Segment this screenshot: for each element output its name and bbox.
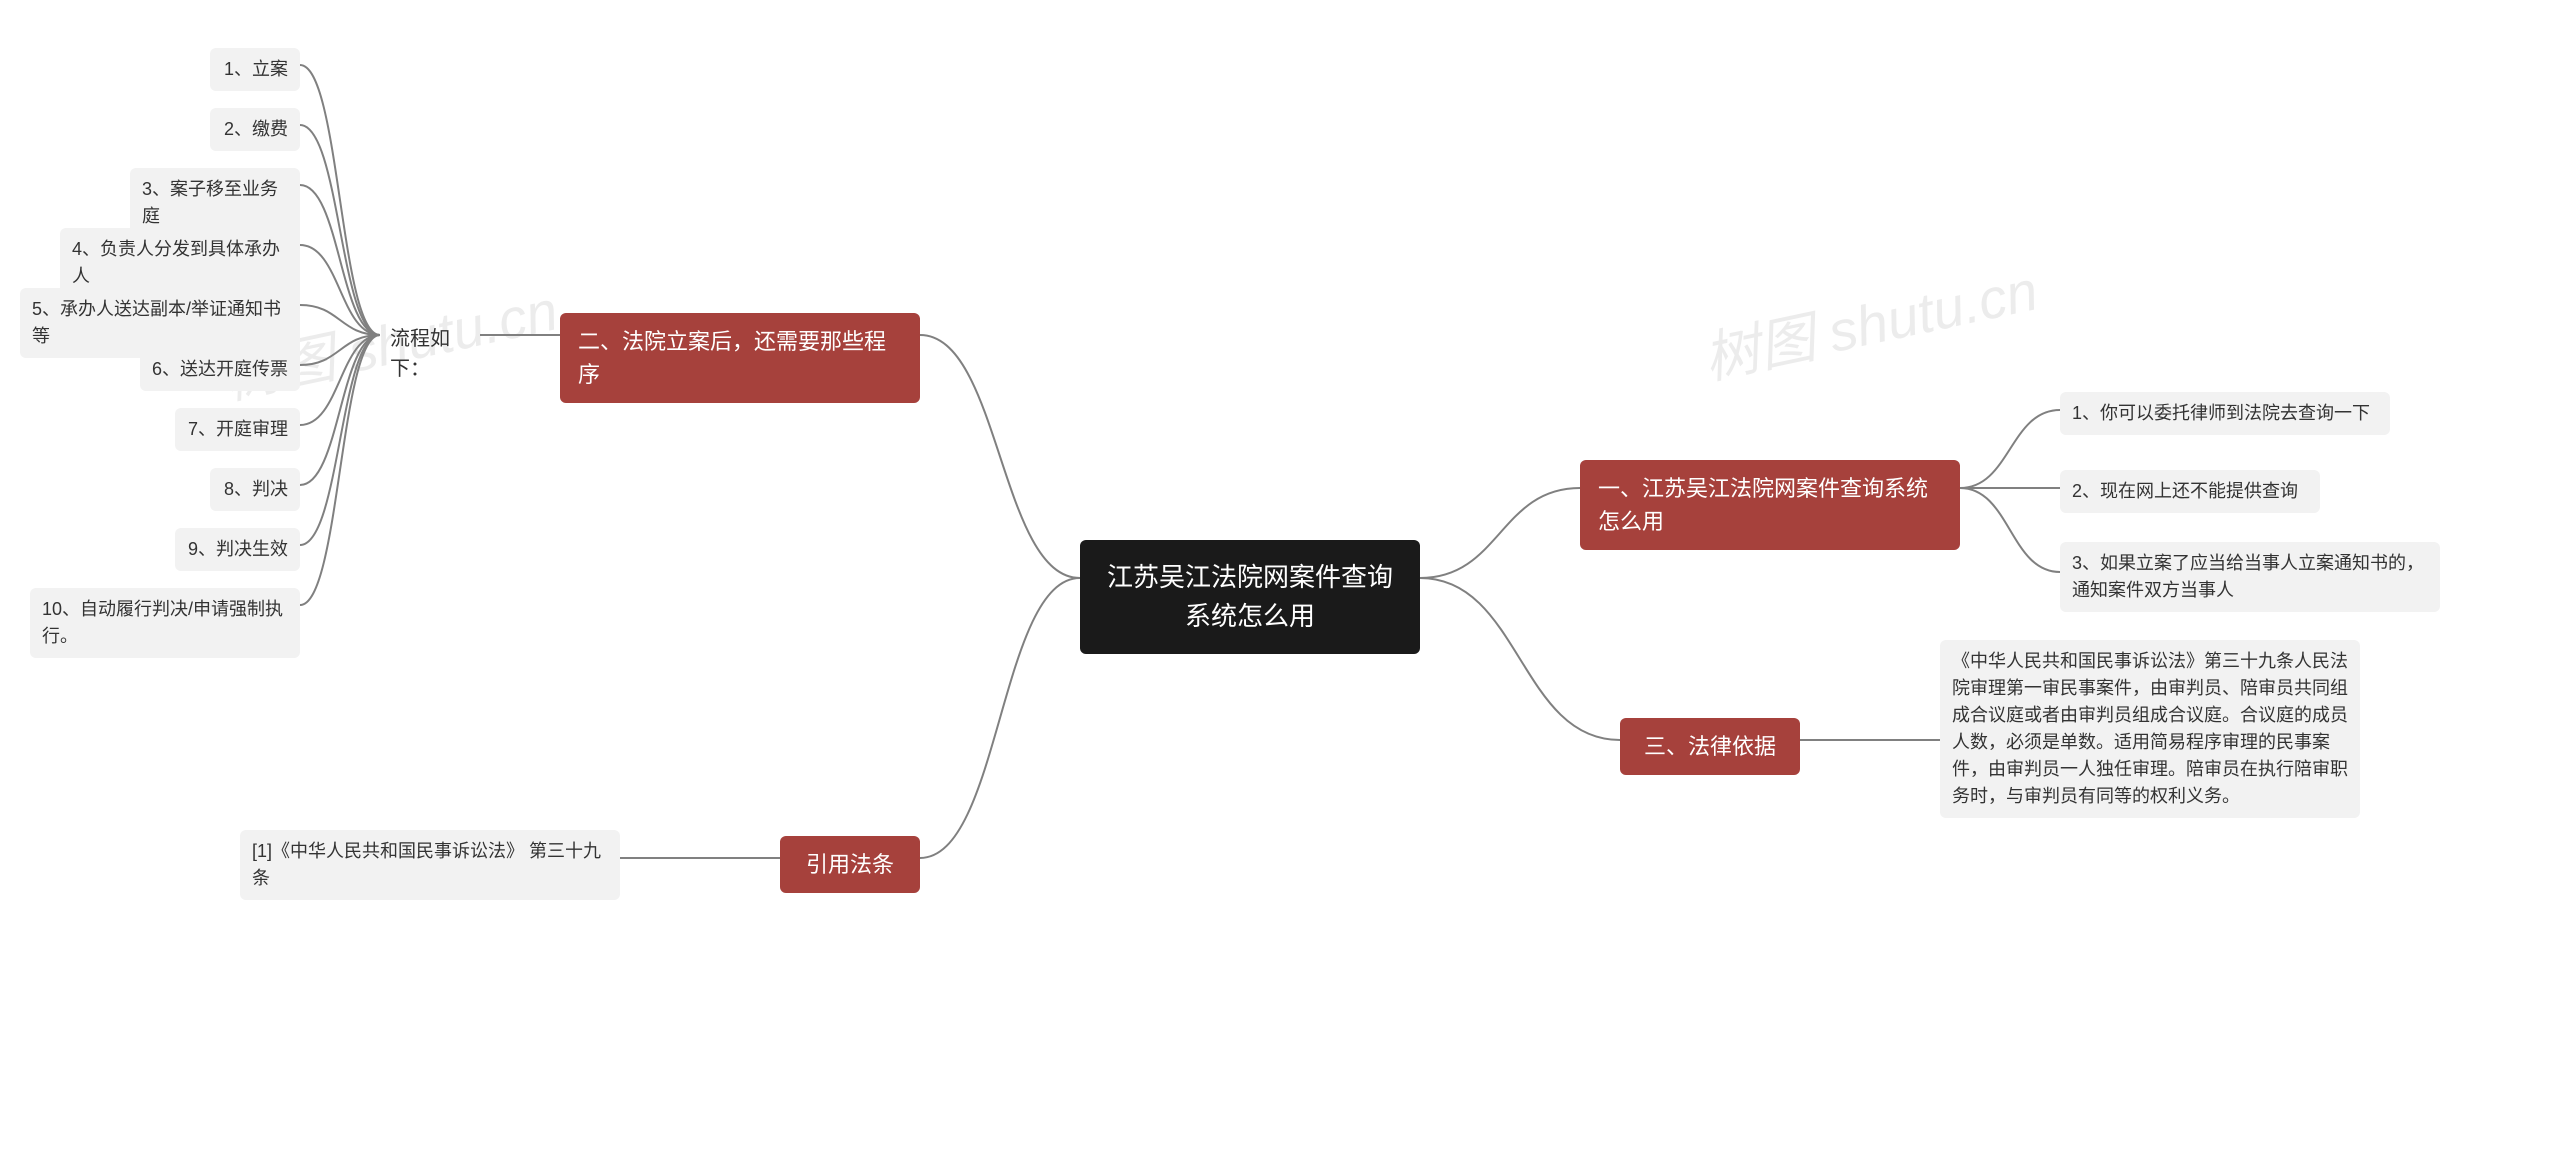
- leaf-text: 8、判决: [224, 476, 288, 503]
- leaf-text: 2、现在网上还不能提供查询: [2072, 478, 2298, 505]
- right-branch-2-leaf-1: 《中华人民共和国民事诉讼法》第三十九条人民法院审理第一审民事案件，由审判员、陪审…: [1940, 640, 2360, 818]
- left-branch-a-leaf-6: 6、送达开庭传票: [140, 348, 300, 391]
- leaf-text: 《中华人民共和国民事诉讼法》第三十九条人民法院审理第一审民事案件，由审判员、陪审…: [1952, 648, 2348, 810]
- sub-text: 流程如下：: [390, 324, 480, 384]
- right-branch-1-leaf-3: 3、如果立案了应当给当事人立案通知书的，通知案件双方当事人: [2060, 542, 2440, 612]
- right-branch-2-label: 三、法律依据: [1644, 730, 1776, 763]
- leaf-text: 6、送达开庭传票: [152, 356, 288, 383]
- left-branch-a-sub: 流程如下：: [380, 318, 490, 390]
- watermark: 树图 shutu.cn: [1695, 246, 2044, 396]
- leaf-text: 3、如果立案了应当给当事人立案通知书的，通知案件双方当事人: [2072, 550, 2428, 604]
- root-node: 江苏吴江法院网案件查询 系统怎么用: [1080, 540, 1420, 654]
- right-branch-1-label: 一、江苏吴江法院网案件查询系统怎么用: [1598, 472, 1942, 538]
- left-branch-a-leaf-2: 2、缴费: [210, 108, 300, 151]
- leaf-text: 1、你可以委托律师到法院去查询一下: [2072, 400, 2370, 427]
- leaf-text: 4、负责人分发到具体承办人: [72, 236, 288, 290]
- left-branch-a-leaf-8: 8、判决: [210, 468, 300, 511]
- left-branch-b-leaf-1: [1]《中华人民共和国民事诉讼法》 第三十九条: [240, 830, 620, 900]
- left-branch-a-leaf-9: 9、判决生效: [175, 528, 300, 571]
- leaf-text: 10、自动履行判决/申请强制执行。: [42, 596, 288, 650]
- leaf-text: 9、判决生效: [188, 536, 288, 563]
- root-text: 江苏吴江法院网案件查询 系统怎么用: [1104, 558, 1396, 636]
- leaf-text: 3、案子移至业务庭: [142, 176, 288, 230]
- left-branch-b: 引用法条: [780, 836, 920, 893]
- leaf-text: [1]《中华人民共和国民事诉讼法》 第三十九条: [252, 838, 608, 892]
- leaf-text: 7、开庭审理: [188, 416, 288, 443]
- left-branch-b-label: 引用法条: [806, 848, 894, 881]
- right-branch-1-leaf-2: 2、现在网上还不能提供查询: [2060, 470, 2320, 513]
- left-branch-a-leaf-10: 10、自动履行判决/申请强制执行。: [30, 588, 300, 658]
- right-branch-1: 一、江苏吴江法院网案件查询系统怎么用: [1580, 460, 1960, 550]
- left-branch-a: 二、法院立案后，还需要那些程序: [560, 313, 920, 403]
- leaf-text: 5、承办人送达副本/举证通知书等: [32, 296, 288, 350]
- left-branch-a-label: 二、法院立案后，还需要那些程序: [578, 325, 902, 391]
- leaf-text: 2、缴费: [224, 116, 288, 143]
- right-branch-1-leaf-1: 1、你可以委托律师到法院去查询一下: [2060, 392, 2390, 435]
- right-branch-2: 三、法律依据: [1620, 718, 1800, 775]
- left-branch-a-leaf-7: 7、开庭审理: [175, 408, 300, 451]
- left-branch-a-leaf-1: 1、立案: [210, 48, 300, 91]
- leaf-text: 1、立案: [224, 56, 288, 83]
